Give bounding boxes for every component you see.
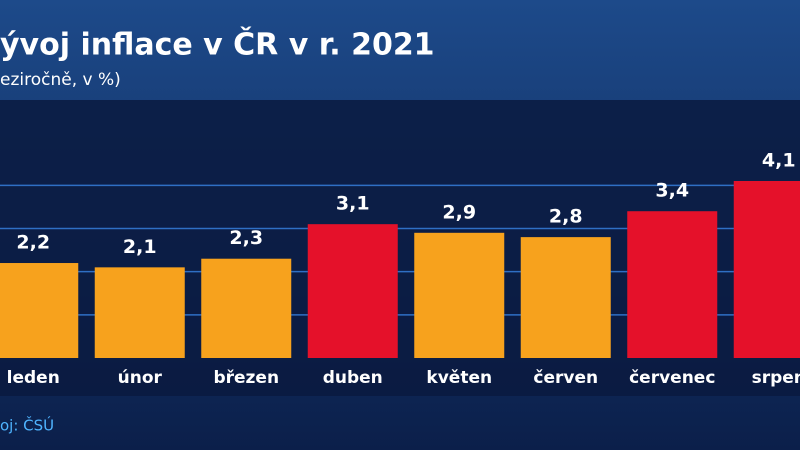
source: oj: ČSÚ [0, 416, 54, 435]
value-label: 2,9 [442, 201, 476, 223]
chart-subtitle: eziročně, v %) [0, 70, 121, 90]
bar [627, 211, 718, 358]
x-tick-label: duben [323, 368, 383, 388]
value-label: 2,1 [123, 236, 157, 258]
x-tick-label: únor [118, 368, 163, 388]
x-tick-label: březen [213, 368, 279, 388]
bar [94, 267, 185, 358]
value-label: 2,8 [549, 206, 583, 228]
value-label: 2,3 [229, 227, 263, 249]
bar [733, 181, 800, 358]
x-tick-label: červen [533, 368, 598, 388]
value-label: 2,2 [16, 232, 50, 254]
bar [414, 232, 505, 358]
bar [0, 263, 79, 358]
bar [201, 258, 292, 358]
value-label: 3,1 [336, 193, 370, 215]
chart-title: ývoj inflace v ČR v r. 2021 [0, 26, 435, 63]
x-tick-label: leden [7, 368, 60, 388]
x-tick-label: srpen [752, 368, 800, 388]
value-label: 4,1 [762, 150, 796, 172]
x-tick-label: červenec [629, 368, 715, 388]
bar [520, 237, 611, 358]
value-label: 3,4 [655, 180, 689, 202]
x-tick-label: květen [426, 368, 492, 388]
bar [307, 224, 398, 358]
